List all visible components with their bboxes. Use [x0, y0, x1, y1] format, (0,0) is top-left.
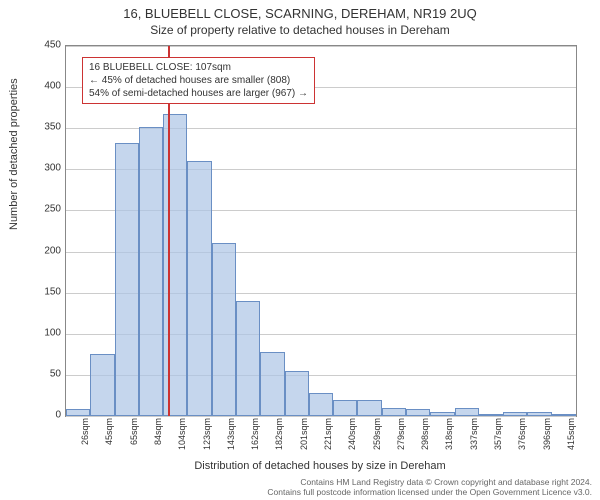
histogram-bar [236, 301, 260, 416]
x-tick-label: 318sqm [444, 418, 454, 450]
x-tick-label: 143sqm [226, 418, 236, 450]
x-tick-label: 240sqm [347, 418, 357, 450]
y-tick-label: 150 [35, 286, 61, 297]
histogram-bar [309, 393, 333, 416]
grid-line [66, 46, 576, 47]
histogram-bar [187, 161, 211, 416]
info-line-3: 54% of semi-detached houses are larger (… [89, 87, 308, 100]
y-tick-label: 0 [35, 410, 61, 421]
x-tick-label: 182sqm [274, 418, 284, 450]
x-tick-label: 396sqm [542, 418, 552, 450]
y-tick-label: 100 [35, 327, 61, 338]
histogram-bar [90, 354, 114, 416]
x-tick-label: 104sqm [177, 418, 187, 450]
x-axis-label: Distribution of detached houses by size … [65, 460, 575, 472]
histogram-bar [333, 400, 357, 416]
y-tick-label: 200 [35, 245, 61, 256]
x-tick-label: 357sqm [493, 418, 503, 450]
page-subtitle: Size of property relative to detached ho… [0, 21, 600, 37]
x-tick-label: 201sqm [299, 418, 309, 450]
y-tick-label: 350 [35, 122, 61, 133]
footer-line-1: Contains HM Land Registry data © Crown c… [267, 477, 592, 487]
x-tick-label: 337sqm [469, 418, 479, 450]
y-axis: 050100150200250300350400450 [35, 45, 65, 415]
footer-line-2: Contains full postcode information licen… [267, 487, 592, 497]
histogram-bar [212, 243, 236, 416]
x-tick-label: 298sqm [420, 418, 430, 450]
info-line-2: ← 45% of detached houses are smaller (80… [89, 74, 308, 87]
x-tick-label: 279sqm [396, 418, 406, 450]
y-tick-label: 400 [35, 81, 61, 92]
x-tick-label: 84sqm [153, 418, 163, 445]
info-line-1: 16 BLUEBELL CLOSE: 107sqm [89, 61, 308, 74]
x-tick-label: 65sqm [129, 418, 139, 445]
x-tick-label: 221sqm [323, 418, 333, 450]
info-box: 16 BLUEBELL CLOSE: 107sqm ← 45% of detac… [82, 57, 315, 104]
x-tick-label: 26sqm [80, 418, 90, 445]
y-axis-label: Number of detached properties [8, 78, 20, 230]
footer: Contains HM Land Registry data © Crown c… [267, 477, 592, 497]
x-axis: Distribution of detached houses by size … [65, 416, 575, 461]
histogram-bar [115, 143, 139, 416]
x-tick-label: 259sqm [372, 418, 382, 450]
chart-container: 16, BLUEBELL CLOSE, SCARNING, DEREHAM, N… [0, 0, 600, 500]
x-tick-label: 45sqm [104, 418, 114, 445]
histogram-bar [357, 400, 381, 416]
histogram-bar [455, 408, 479, 416]
histogram-bar [285, 371, 309, 416]
y-tick-label: 50 [35, 368, 61, 379]
x-tick-label: 123sqm [202, 418, 212, 450]
histogram-bar [260, 352, 284, 416]
x-tick-label: 162sqm [250, 418, 260, 450]
y-tick-label: 250 [35, 204, 61, 215]
y-tick-label: 300 [35, 163, 61, 174]
x-tick-label: 415sqm [566, 418, 576, 450]
histogram-bar [139, 127, 163, 416]
histogram-bar [382, 408, 406, 416]
x-tick-label: 376sqm [517, 418, 527, 450]
y-tick-label: 450 [35, 40, 61, 51]
page-title: 16, BLUEBELL CLOSE, SCARNING, DEREHAM, N… [0, 0, 600, 21]
